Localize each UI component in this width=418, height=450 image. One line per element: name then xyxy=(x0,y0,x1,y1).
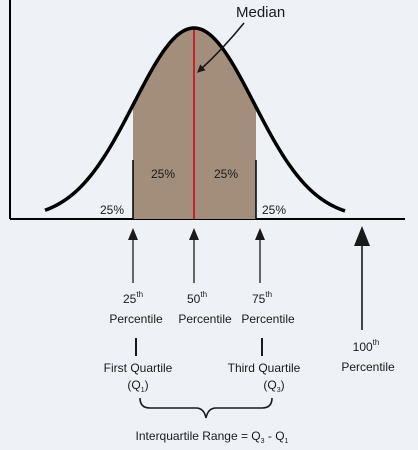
percentile-sup: th xyxy=(200,290,207,299)
bell-curve xyxy=(44,26,346,213)
arrow-100th xyxy=(354,226,370,330)
percentile-75th: 75th Percentile xyxy=(241,290,295,326)
third-quartile-name: Third Quartile xyxy=(228,361,301,375)
first-quartile-symbol: Q xyxy=(131,378,140,392)
iqr-sub3: 3 xyxy=(261,438,265,445)
percentile-number: 25 xyxy=(123,292,137,306)
svg-text:(Q3): (Q3) xyxy=(263,378,284,394)
percentile-number: 75 xyxy=(252,292,266,306)
percentile-100th: 100th Percentile xyxy=(341,338,395,374)
percentile-25th: 25th Percentile xyxy=(109,290,163,326)
percentile-word: Percentile xyxy=(178,312,232,326)
svg-text:50th: 50th xyxy=(187,290,207,306)
median-label: Median xyxy=(236,4,285,21)
iqr-formula: Interquartile Range = Q3 - Q1 xyxy=(136,429,289,445)
svg-text:25th: 25th xyxy=(123,290,143,306)
percentile-sup: th xyxy=(265,290,272,299)
percent-label-inner-left: 25% xyxy=(151,167,175,181)
third-quartile-sub: 3 xyxy=(277,387,281,394)
third-quartile: Third Quartile (Q3) xyxy=(228,361,301,394)
first-quartile: First Quartile (Q1) xyxy=(104,361,173,394)
third-quartile-symbol: Q xyxy=(267,378,276,392)
iqr-brace xyxy=(139,397,273,419)
svg-text:(Q1): (Q1) xyxy=(127,378,148,394)
percentile-number: 100 xyxy=(353,340,373,354)
percentile-50th: 50th Percentile xyxy=(178,290,232,326)
percentile-sup: th xyxy=(136,290,143,299)
median-arrow xyxy=(197,22,245,73)
first-quartile-name: First Quartile xyxy=(104,361,173,375)
iqr-minus: - Q xyxy=(265,429,285,443)
svg-text:75th: 75th xyxy=(252,290,272,306)
arrow-25th xyxy=(128,228,138,283)
svg-text:100th: 100th xyxy=(353,338,380,354)
arrow-75th xyxy=(255,228,265,283)
percentile-number: 50 xyxy=(187,292,201,306)
percentile-sup: th xyxy=(373,338,380,347)
percent-label-right-tail: 25% xyxy=(262,203,286,217)
percentile-word: Percentile xyxy=(109,312,163,326)
percent-label-left-tail: 25% xyxy=(100,203,124,217)
percentile-word: Percentile xyxy=(341,360,395,374)
percentile-word: Percentile xyxy=(241,312,295,326)
first-quartile-sub: 1 xyxy=(141,387,145,394)
arrow-50th xyxy=(189,228,199,283)
iqr-text: Interquartile Range = Q xyxy=(136,429,261,443)
percent-label-inner-right: 25% xyxy=(214,167,238,181)
iqr-sub1: 1 xyxy=(285,438,289,445)
